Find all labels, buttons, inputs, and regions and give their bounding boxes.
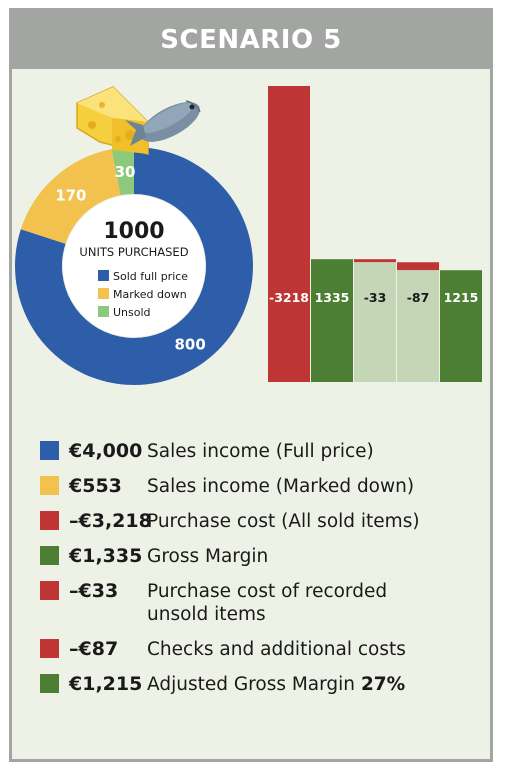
bar-3-remaining — [354, 262, 396, 382]
scenario-title: SCENARIO 5 — [12, 11, 490, 69]
bar-1 — [268, 86, 310, 382]
amount: €553 — [69, 475, 122, 497]
legend-row-adjusted-margin: €1,215 Adjusted Gross Margin 27% — [40, 673, 427, 696]
swatch — [40, 674, 59, 693]
description: Sales income (Full price) — [147, 441, 374, 462]
bar-4-remaining — [397, 270, 439, 382]
bar-value-label: -33 — [364, 290, 387, 305]
donut-legend-swatch — [98, 270, 109, 281]
donut-center-label: UNITS PURCHASED — [79, 245, 188, 259]
donut-slice-1 — [14, 147, 253, 385]
description: Purchase cost (All sold items) — [147, 511, 420, 532]
legend-row-sales-marked: €553 Sales income (Marked down) — [40, 475, 427, 498]
donut-slice-label: 800 — [174, 335, 205, 353]
swatch — [40, 639, 59, 658]
bar-2 — [311, 259, 353, 382]
donut-legend-label: Unsold — [113, 306, 151, 319]
description: Gross Margin — [147, 546, 269, 567]
description: Adjusted Gross Margin 27% — [147, 673, 427, 696]
donut-legend-label: Marked down — [113, 288, 187, 301]
legend-row-unsold-cost: –€33 Purchase cost of recorded unsold it… — [40, 580, 427, 626]
amount: –€3,218 — [69, 510, 152, 532]
swatch — [40, 441, 59, 460]
legend-row-gross-margin: €1,335 Gross Margin — [40, 545, 427, 568]
swatch — [40, 546, 59, 565]
donut-slice-label: 170 — [55, 186, 86, 204]
donut-slice-2 — [20, 149, 121, 244]
bar-5 — [440, 270, 482, 382]
fish-icon — [125, 100, 201, 146]
illustration — [76, 86, 201, 155]
amount: –€33 — [69, 580, 119, 602]
amount: €1,215 — [69, 673, 143, 695]
legend-row-sales-full: €4,000 Sales income (Full price) — [40, 440, 427, 463]
bar-3-decrease — [354, 259, 396, 263]
cheese-icon — [76, 86, 149, 155]
bar-value-label: -87 — [407, 290, 430, 305]
description: Checks and additional costs — [147, 639, 406, 660]
legend-row-purchase-cost: –€3,218 Purchase cost (All sold items) — [40, 510, 427, 533]
amount: €4,000 — [69, 440, 143, 462]
bar-value-label: 1215 — [444, 290, 479, 305]
donut-hole — [63, 195, 205, 337]
donut-legend-swatch — [98, 306, 109, 317]
description: Sales income (Marked down) — [147, 476, 415, 497]
bar-4-decrease — [397, 262, 439, 271]
donut-center-value: 1000 — [103, 219, 164, 244]
donut-slice-3 — [111, 147, 134, 196]
donut-legend-swatch — [98, 288, 109, 299]
bar-value-label: 1335 — [315, 290, 350, 305]
description: Purchase cost of recorded unsold items — [147, 581, 388, 625]
swatch — [40, 476, 59, 495]
description-text: Adjusted Gross Margin — [147, 674, 356, 695]
amount: €1,335 — [69, 545, 143, 567]
waterfall-chart: -3218 1335 -33 -87 1215 — [268, 86, 482, 382]
swatch — [40, 511, 59, 530]
legend-row-checks-costs: –€87 Checks and additional costs — [40, 638, 427, 661]
margin-percent: 27% — [360, 674, 406, 695]
donut-slice-label: 30 — [115, 163, 136, 181]
swatch — [40, 581, 59, 600]
donut-legend-label: Sold full price — [113, 270, 188, 283]
amount: –€87 — [69, 638, 119, 660]
bar-value-label: -3218 — [269, 290, 309, 305]
